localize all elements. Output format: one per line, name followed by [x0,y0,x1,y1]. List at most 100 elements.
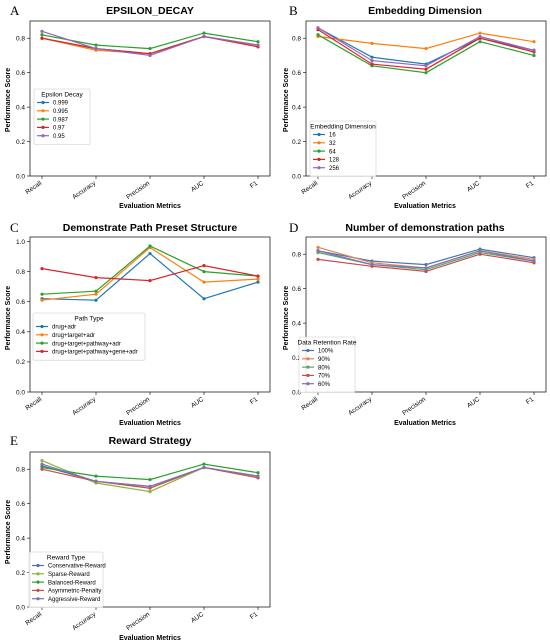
y-tick-label: 0.8 [16,36,25,43]
x-axis-label: Evaluation Metrics [119,203,181,210]
panel-title: Demonstrate Path Preset Structure [63,222,238,234]
plot-area: 0.0 0.2 0.4 0.6 0.8 Recall Accuracy Precision AU… [292,26,536,201]
series-line [41,35,259,55]
legend: Embedding Dimension 16 32 64 128 256 [309,120,377,177]
legend-title: Embedding Dimension [310,124,376,131]
data-point [532,48,536,52]
legend-marker [306,357,310,361]
legend-marker [36,588,40,593]
data-point [256,43,260,47]
data-point [424,64,428,68]
data-point [148,484,152,489]
legend-label: 16 [329,133,336,139]
x-tick-label: Recall [24,396,43,412]
legend-label: 60% [318,382,331,388]
x-tick-label: AUC [190,611,206,625]
data-point [424,266,428,270]
x-axis-label: Evaluation Metrics [119,635,181,642]
legend-box [32,312,146,361]
data-point [316,33,320,37]
plot-area: 0.0 0.2 0.4 0.6 0.8 Recall Accuracy Precision AU… [16,29,260,201]
panel-title: Embedding Dimension [368,5,482,17]
data-point [370,62,374,66]
data-point [148,490,152,494]
legend-label: Aggressive-Reward [48,597,100,603]
x-tick-label: Recall [24,611,43,627]
legend-label: 64 [329,149,336,155]
y-axis-label: Performance Score [283,68,290,132]
panel-e: E Reward Strategy Evaluation Metrics Per… [5,433,271,642]
y-tick-label: 0.8 [292,252,301,259]
y-tick-label: 0.2 [16,139,25,146]
data-point [202,280,206,284]
plot-area: 0.0 0.2 0.4 0.6 0.8 Recall Accuracy Precision AU… [292,245,536,417]
legend-label: 0.999 [53,101,69,107]
data-point [94,479,98,483]
data-point [94,289,98,293]
data-point [202,34,206,39]
x-axis-label: Evaluation Metrics [394,203,456,210]
data-point [40,462,44,466]
panel-title: Number of demonstration paths [345,222,504,234]
x-tick-label: Accuracy [347,179,374,200]
x-tick-label: AUC [466,396,482,410]
legend: Data Retention Rate 100% 90% 80% 70% 60% [298,336,357,393]
panel-title: EPSILON_DECAY [106,5,194,17]
y-axis-label: Performance Score [5,500,12,564]
legend-label: drug+target+pathway+adr [52,341,121,347]
legend-label: 70% [318,374,331,380]
x-tick-label: Recall [24,180,43,196]
legend-label: 80% [318,365,331,371]
data-point [148,251,152,256]
legend-label: Balanced-Reward [48,580,96,586]
legend-label: 256 [329,166,340,172]
data-point [424,269,428,274]
y-tick-label: 0.0 [16,389,25,396]
legend-title: Epsilon Decay [41,92,83,99]
data-point [370,59,374,63]
x-tick-label: F1 [249,180,260,190]
data-point [478,252,482,256]
legend-label: drug+adr [52,325,76,331]
legend-label: 0.97 [53,126,65,132]
panel-letter: D [289,220,298,235]
y-tick-label: 0.2 [292,139,301,146]
y-tick-label: 0.4 [16,329,25,336]
data-point [148,279,152,283]
panel-b: B Embedding Dimension Evaluation Metrics… [283,3,547,210]
y-tick-label: 0.2 [292,355,301,362]
legend-marker [36,580,40,584]
y-tick-label: 0.2 [16,359,25,366]
x-tick-label: Precision [401,396,427,417]
legend-title: Reward Type [47,555,86,562]
y-tick-label: 0.0 [292,389,301,396]
series-line [317,32,535,50]
x-tick-label: Accuracy [71,610,98,631]
data-point [40,467,44,471]
data-point [202,263,206,268]
legend-label: drug+target+pathway+gene+adr [52,350,138,356]
data-point [256,40,260,44]
legend-marker [41,125,45,129]
legend-marker [41,100,45,105]
data-point [256,280,260,284]
legend-label: 0.987 [53,117,69,123]
x-axis-label: Evaluation Metrics [394,420,456,427]
x-tick-label: Precision [125,611,151,632]
y-tick-label: 0.6 [292,70,301,77]
legend-marker [36,597,40,601]
data-point [202,270,206,274]
legend-label: 0.995 [53,109,69,115]
legend-marker [317,157,321,161]
plot-area: 0.0 0.2 0.4 0.6 0.8 1.0 Recall Accuracy Precisio… [16,239,260,417]
legend-label: 0.95 [53,134,65,140]
data-point [148,244,152,248]
data-point [256,474,260,478]
data-point [370,55,374,59]
y-tick-label: 0.4 [292,320,301,327]
plot-area: 0.0 0.2 0.4 0.6 0.8 Recall Accuracy Precision AU… [16,459,260,632]
legend-label: Asymmetric-Penalty [48,589,101,595]
y-axis-label: Performance Score [283,286,290,350]
x-tick-label: F1 [249,396,260,406]
data-point [478,249,482,253]
